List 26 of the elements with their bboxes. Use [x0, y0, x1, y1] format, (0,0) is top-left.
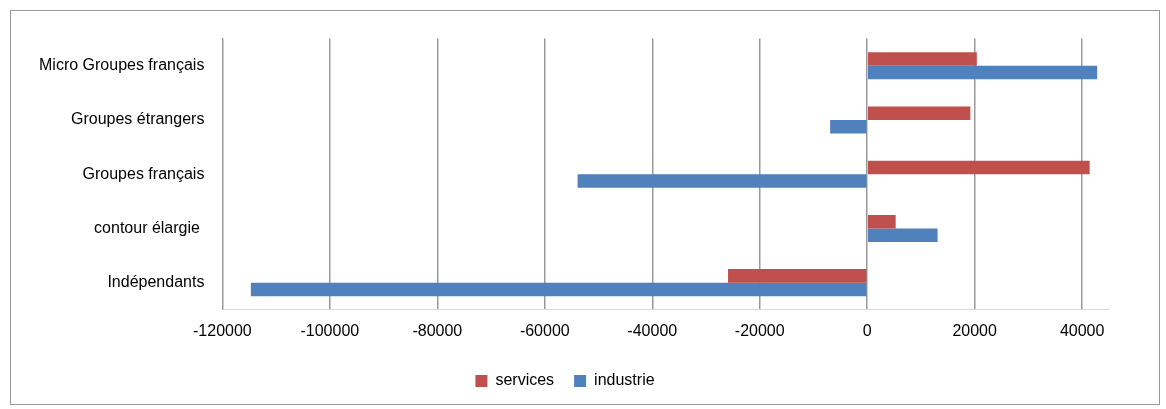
bar: [250, 282, 867, 297]
bar: [867, 106, 971, 120]
x-tick-label: -40000: [627, 321, 678, 339]
bar: [867, 52, 977, 66]
x-tick-label: -120000: [193, 321, 252, 339]
bar: [867, 65, 1098, 80]
x-tick-label: -100000: [300, 321, 360, 339]
legend-label: services: [495, 371, 555, 389]
bar: [867, 228, 938, 242]
bar: [830, 119, 867, 134]
x-tick-label: -60000: [519, 321, 570, 339]
legend-label: industrie: [594, 371, 655, 389]
y-tick-label: contour élargie: [94, 218, 205, 236]
y-tick-label: Groupes étrangers: [70, 110, 205, 128]
bar: [577, 174, 867, 188]
x-tick-label: 40000: [1059, 321, 1105, 339]
x-tick-label: 20000: [952, 321, 998, 339]
bar: [867, 160, 1090, 175]
y-tick-label: Indépendants: [107, 273, 205, 291]
y-tick-label: Micro Groupes français: [39, 56, 205, 74]
x-tick-label: -20000: [734, 321, 785, 339]
x-tick-label: 0: [862, 321, 872, 339]
bar: [867, 214, 896, 229]
x-tick-label: -80000: [412, 321, 463, 339]
bar: [728, 269, 867, 283]
y-tick-label: Groupes français: [82, 164, 205, 182]
